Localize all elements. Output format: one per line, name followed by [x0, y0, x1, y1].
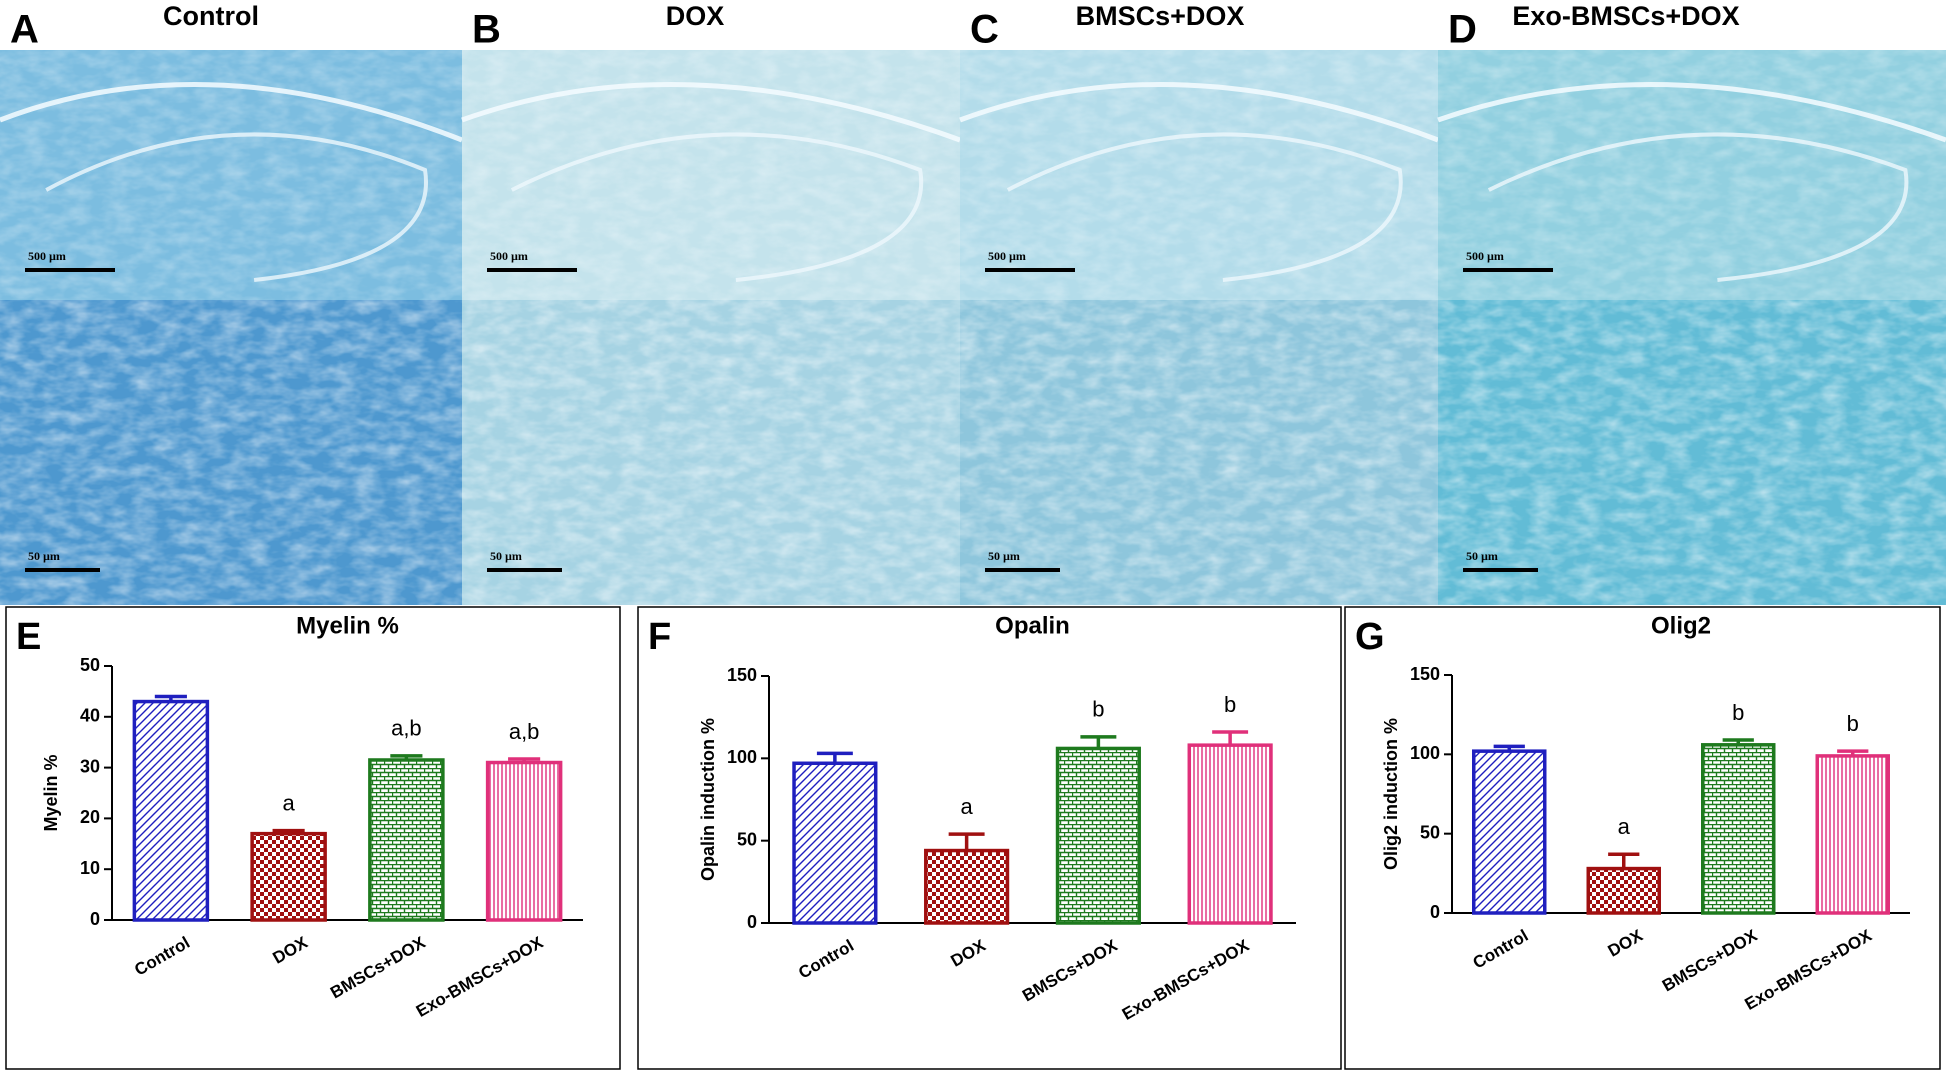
scale-bar-label: 500 µm — [490, 249, 528, 263]
y-tick-label: 0 — [747, 912, 757, 932]
column-title: Exo-BMSCs+DOX — [1512, 1, 1739, 31]
y-tick-label: 150 — [1410, 664, 1440, 684]
y-tick-label: 50 — [737, 829, 757, 849]
bar — [485, 760, 563, 922]
tissue-fold — [461, 81, 961, 143]
error-bar — [1212, 730, 1249, 746]
tissue-fold — [0, 81, 463, 143]
panel-letter: C — [970, 8, 999, 52]
scale-bar-label: 50 µm — [1466, 549, 1498, 563]
y-tick-label: 30 — [80, 756, 100, 776]
micrograph-texture — [960, 300, 1438, 605]
bar-annotation: a,b — [509, 719, 540, 744]
bar — [924, 848, 1010, 925]
column-title: Control — [163, 1, 259, 31]
y-tick-label: 10 — [80, 858, 100, 878]
tissue-fold — [45, 132, 428, 282]
bar — [1187, 743, 1273, 925]
y-axis-label: Myelin % — [41, 754, 61, 831]
y-tick-label: 0 — [1430, 902, 1440, 922]
y-tick-label: 20 — [80, 807, 100, 827]
panel-letter: G — [1355, 616, 1385, 658]
bar — [250, 831, 327, 922]
micrograph-texture — [462, 300, 960, 605]
y-tick-label: 50 — [80, 655, 100, 675]
chart-title: Myelin % — [296, 612, 399, 639]
y-tick-label: 0 — [90, 909, 100, 929]
bar-annotation: b — [1224, 692, 1236, 717]
panel-letter: A — [10, 8, 39, 52]
bar-annotation: b — [1732, 700, 1744, 725]
chart-frame — [637, 606, 1342, 1070]
error-bar — [1080, 735, 1117, 749]
tissue-fold — [510, 132, 924, 282]
error-bar — [1608, 852, 1640, 869]
micrograph-texture — [1438, 300, 1946, 605]
bar-annotation: a — [283, 790, 296, 815]
tissue-fold — [1437, 81, 1946, 143]
scale-bar-label: 50 µm — [490, 549, 522, 563]
bar — [368, 758, 445, 922]
bar-annotation: a — [1618, 814, 1631, 839]
bar — [1472, 749, 1547, 915]
chart-frame — [1344, 606, 1941, 1070]
panel-letter: D — [1448, 8, 1477, 52]
bar-annotation: a — [961, 794, 974, 819]
y-axis-label: Opalin induction % — [698, 718, 718, 881]
column-title: BMSCs+DOX — [1076, 1, 1245, 31]
scale-bar-label: 50 µm — [28, 549, 60, 563]
scale-bar-label: 50 µm — [988, 549, 1020, 563]
chart-title: Opalin — [995, 612, 1070, 639]
panel-letter: F — [648, 616, 671, 658]
bar — [1055, 746, 1141, 925]
panel-letter: E — [16, 616, 41, 658]
error-bar — [948, 832, 985, 851]
tissue-fold — [1006, 132, 1403, 282]
y-axis-label: Olig2 induction % — [1381, 718, 1401, 870]
bar — [132, 699, 210, 922]
bar — [1815, 754, 1890, 915]
micrograph-texture — [0, 300, 462, 605]
tissue-fold — [959, 81, 1439, 143]
tissue-fold — [1487, 132, 1909, 282]
bar — [1701, 743, 1776, 915]
y-tick-label: 40 — [80, 706, 100, 726]
y-tick-label: 100 — [1410, 743, 1440, 763]
chart-title: Olig2 — [1651, 612, 1711, 639]
column-title: DOX — [666, 1, 725, 31]
bar-annotation: b — [1092, 697, 1104, 722]
bar — [1586, 866, 1661, 915]
bar — [792, 761, 878, 925]
y-tick-label: 150 — [727, 665, 757, 685]
panel-letter: B — [472, 8, 501, 52]
chart-frame — [5, 606, 621, 1070]
scale-bar-label: 500 µm — [1466, 249, 1504, 263]
scale-bar-label: 500 µm — [988, 249, 1026, 263]
scale-bar-label: 500 µm — [28, 249, 66, 263]
y-tick-label: 50 — [1420, 822, 1440, 842]
bar-annotation: b — [1847, 711, 1859, 736]
bar-annotation: a,b — [391, 716, 422, 741]
y-tick-label: 100 — [727, 747, 757, 767]
